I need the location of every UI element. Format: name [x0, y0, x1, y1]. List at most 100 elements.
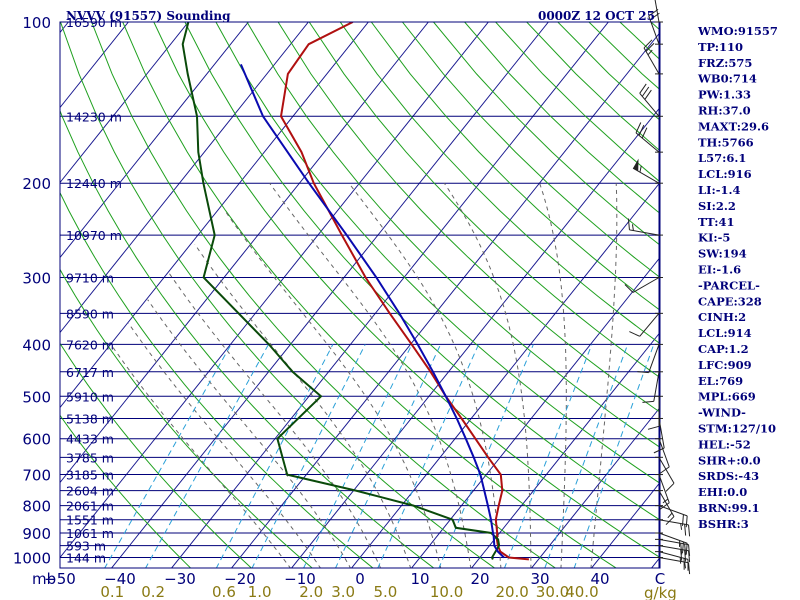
temperature-axis: −50 −40 −30 −20 −10 0 10 20 30 40 C — [44, 570, 665, 588]
index-line: SHR+:0.0 — [698, 453, 761, 467]
index-line: CINH:2 — [698, 310, 746, 324]
wind-barb — [655, 456, 675, 492]
dry-adiabat-line — [246, 22, 660, 448]
mixing-ratio-tick-label: 0.2 — [141, 583, 165, 600]
isotherm-line — [60, 22, 309, 334]
index-line: BSHR:3 — [698, 517, 749, 531]
isotherm-line — [410, 256, 660, 568]
pressure-tick-label: 1000 — [13, 550, 51, 568]
wind-barb — [632, 158, 663, 184]
index-line: CAPE:328 — [698, 294, 762, 308]
isotherm-line — [60, 22, 249, 259]
observation-time: 0000Z 12 OCT 25 — [538, 9, 655, 23]
wind-barb — [635, 122, 663, 153]
index-line: L57:6.1 — [698, 151, 746, 165]
mixing-ratio-line — [104, 344, 232, 568]
height-label: 593 m — [66, 539, 106, 554]
mixing-ratio-line — [215, 344, 334, 568]
sounding-traces — [181, 22, 529, 561]
mixing-ratio-tick-label: 20.0 — [495, 583, 528, 600]
dewpoint-profile-line — [181, 22, 501, 560]
pressure-tick-label: 100 — [22, 14, 51, 32]
index-line: SRDS:-43 — [698, 469, 759, 483]
height-label: 1061 m — [66, 526, 114, 541]
height-label: 12440 m — [66, 176, 122, 191]
wind-barb — [655, 545, 691, 563]
height-label: 10970 m — [66, 228, 122, 243]
dry-adiabat-line — [402, 22, 660, 279]
dry-adiabat-line — [122, 22, 617, 568]
index-line: -WIND- — [698, 406, 746, 420]
mixing-ratio-axis: 0.1 0.2 0.6 1.0 2.0 3.0 5.0 10.0 20.0 30.040.0 — [100, 583, 598, 600]
isotherm-line — [170, 22, 609, 568]
index-line: TP:110 — [698, 40, 743, 54]
index-line: TT:41 — [698, 215, 735, 229]
pressure-tick-label: 400 — [22, 336, 51, 354]
dry-adiabat-line — [308, 22, 660, 379]
wind-barb — [655, 519, 691, 537]
index-line: LCL:916 — [698, 167, 752, 181]
wind-barb — [647, 395, 663, 430]
moist-adiabat-line — [168, 273, 382, 568]
index-line: MAXT:29.6 — [698, 119, 769, 133]
index-line: CAP:1.2 — [698, 342, 749, 356]
height-label: 2061 m — [66, 499, 114, 514]
mixing-ratio-tick-label: 30.0 — [536, 583, 569, 600]
isotherm-line — [60, 22, 189, 184]
mixing-ratio-unit-label: g/kg — [644, 584, 677, 600]
diagram-grid — [60, 22, 660, 568]
mixing-ratio-tick-label: 0.6 — [212, 583, 236, 600]
dry-adiabat-line — [60, 414, 192, 568]
mixing-ratio-tick-label: 0.1 — [100, 583, 124, 600]
dry-adiabat-line — [433, 22, 660, 246]
mixing-ratio-tick-label: 3.0 — [331, 583, 355, 600]
mixing-ratio-line — [334, 344, 442, 568]
wind-barb — [627, 218, 663, 236]
mixing-ratio-line — [251, 344, 366, 568]
index-line: BRN:99.1 — [698, 501, 760, 515]
pressure-unit-label: mb — [32, 570, 56, 588]
temperature-tick-label: −20 — [224, 570, 256, 588]
stability-indices-panel: WMO:91557 TP:110 FRZ:575 WB0:714 PW:1.33 RH:3… — [697, 24, 778, 531]
moist-adiabat-line — [110, 344, 291, 568]
index-line: STM:127/10 — [698, 422, 776, 436]
wind-barb — [642, 371, 663, 403]
mixing-ratio-tick-label: 2.0 — [299, 583, 323, 600]
dry-adiabat-line — [60, 109, 435, 568]
wind-barb — [624, 276, 663, 293]
index-line: FRZ:575 — [698, 56, 752, 70]
pressure-tick-label: 900 — [22, 525, 51, 543]
plot-border — [59, 21, 661, 569]
index-line: TH:5766 — [698, 135, 754, 149]
pressure-tick-label: 600 — [22, 431, 51, 449]
dry-adiabat-line — [339, 22, 660, 345]
height-label: 3785 m — [66, 450, 114, 465]
mixing-ratio-tick-label: 40.0 — [565, 583, 598, 600]
height-label: 1551 m — [66, 513, 114, 528]
dry-adiabat-line — [60, 342, 253, 568]
moist-adiabat-line — [269, 182, 472, 568]
isotherm-line — [60, 22, 369, 409]
index-line: WMO:91557 — [697, 24, 778, 38]
pressure-tick-label: 200 — [22, 175, 51, 193]
wind-barb — [655, 532, 688, 555]
dry-adiabat-line — [277, 22, 660, 413]
parcel-profile-line — [239, 64, 505, 559]
mixing-ratio-line — [377, 344, 480, 568]
temperature-tick-label: C — [655, 570, 665, 588]
height-label: 2604 m — [66, 484, 114, 499]
index-line: SW:194 — [698, 247, 747, 261]
station-title: NVVV (91557) Sounding — [66, 9, 231, 23]
moist-adiabat-line — [348, 182, 502, 568]
mixing-ratio-tick-label: 1.0 — [248, 583, 272, 600]
index-line: KI:-5 — [698, 231, 730, 245]
index-line: LFC:909 — [698, 358, 752, 372]
dry-adiabat-line — [215, 22, 660, 484]
mixing-ratio-tick-label: 5.0 — [373, 583, 397, 600]
temperature-tick-label: 0 — [355, 570, 365, 588]
height-labels: 16590 m 14230 m 12440 m 10970 m 9710 m 8590 m… — [66, 15, 122, 566]
index-line: SI:2.2 — [698, 199, 736, 213]
index-line: LCL:914 — [698, 326, 752, 340]
moist-adiabat-line — [128, 322, 321, 568]
